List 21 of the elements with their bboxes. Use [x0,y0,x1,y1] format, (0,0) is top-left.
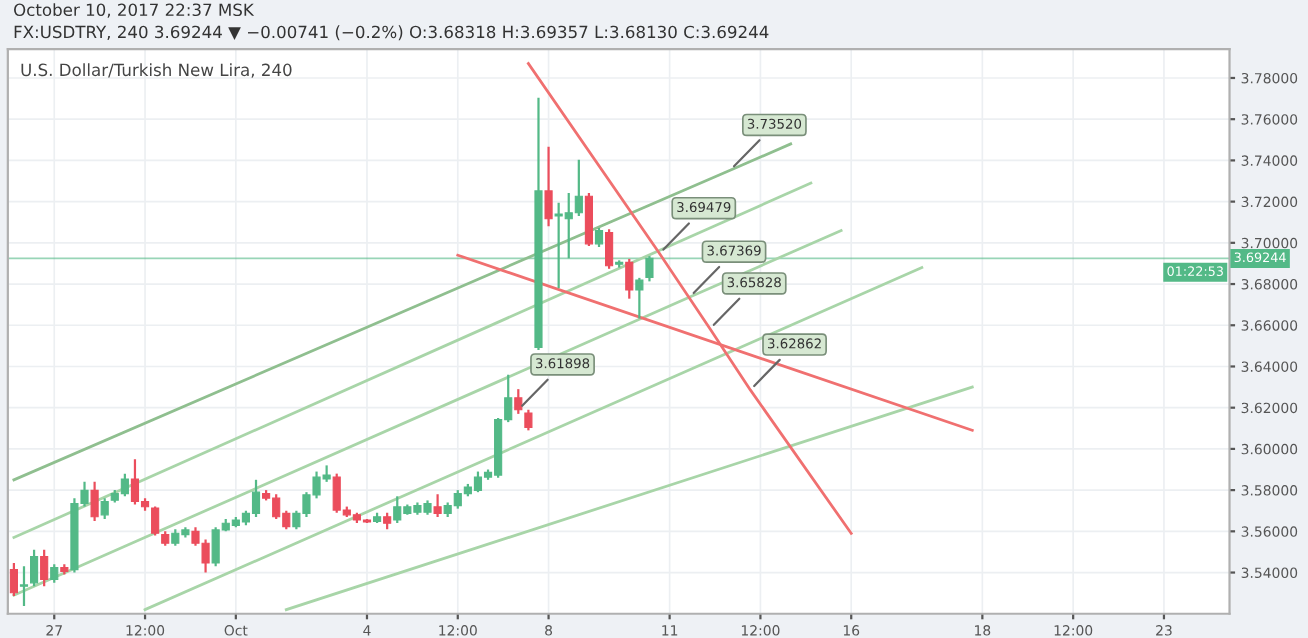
candlestick [433,493,442,519]
chart-subtitle: FX:USDTRY, 240 3.69244 ▼ −0.00741 (−0.2%) O:3.68318 H:3.69357 L:3.68130 C:3.69244 [14,25,769,41]
text: October 10, 2017 22:37 MSK [14,3,255,18]
candlestick [100,497,109,521]
candlestick [635,276,644,320]
candlestick [514,388,523,415]
candlestick [29,548,39,588]
text: U.S. Dollar/Turkish New Lira, 240 [21,63,292,78]
candlestick [625,257,634,300]
candlestick [9,561,18,598]
candlestick [50,563,59,584]
candlestick [645,254,654,283]
candlestick [594,226,604,249]
candlestick [524,408,533,432]
candlestick [151,505,160,537]
candlestick [40,548,49,588]
candlestick [19,565,29,608]
candlestick [605,228,614,270]
candlestick [544,145,553,228]
candlestick [584,191,594,248]
candlestick [90,480,99,523]
